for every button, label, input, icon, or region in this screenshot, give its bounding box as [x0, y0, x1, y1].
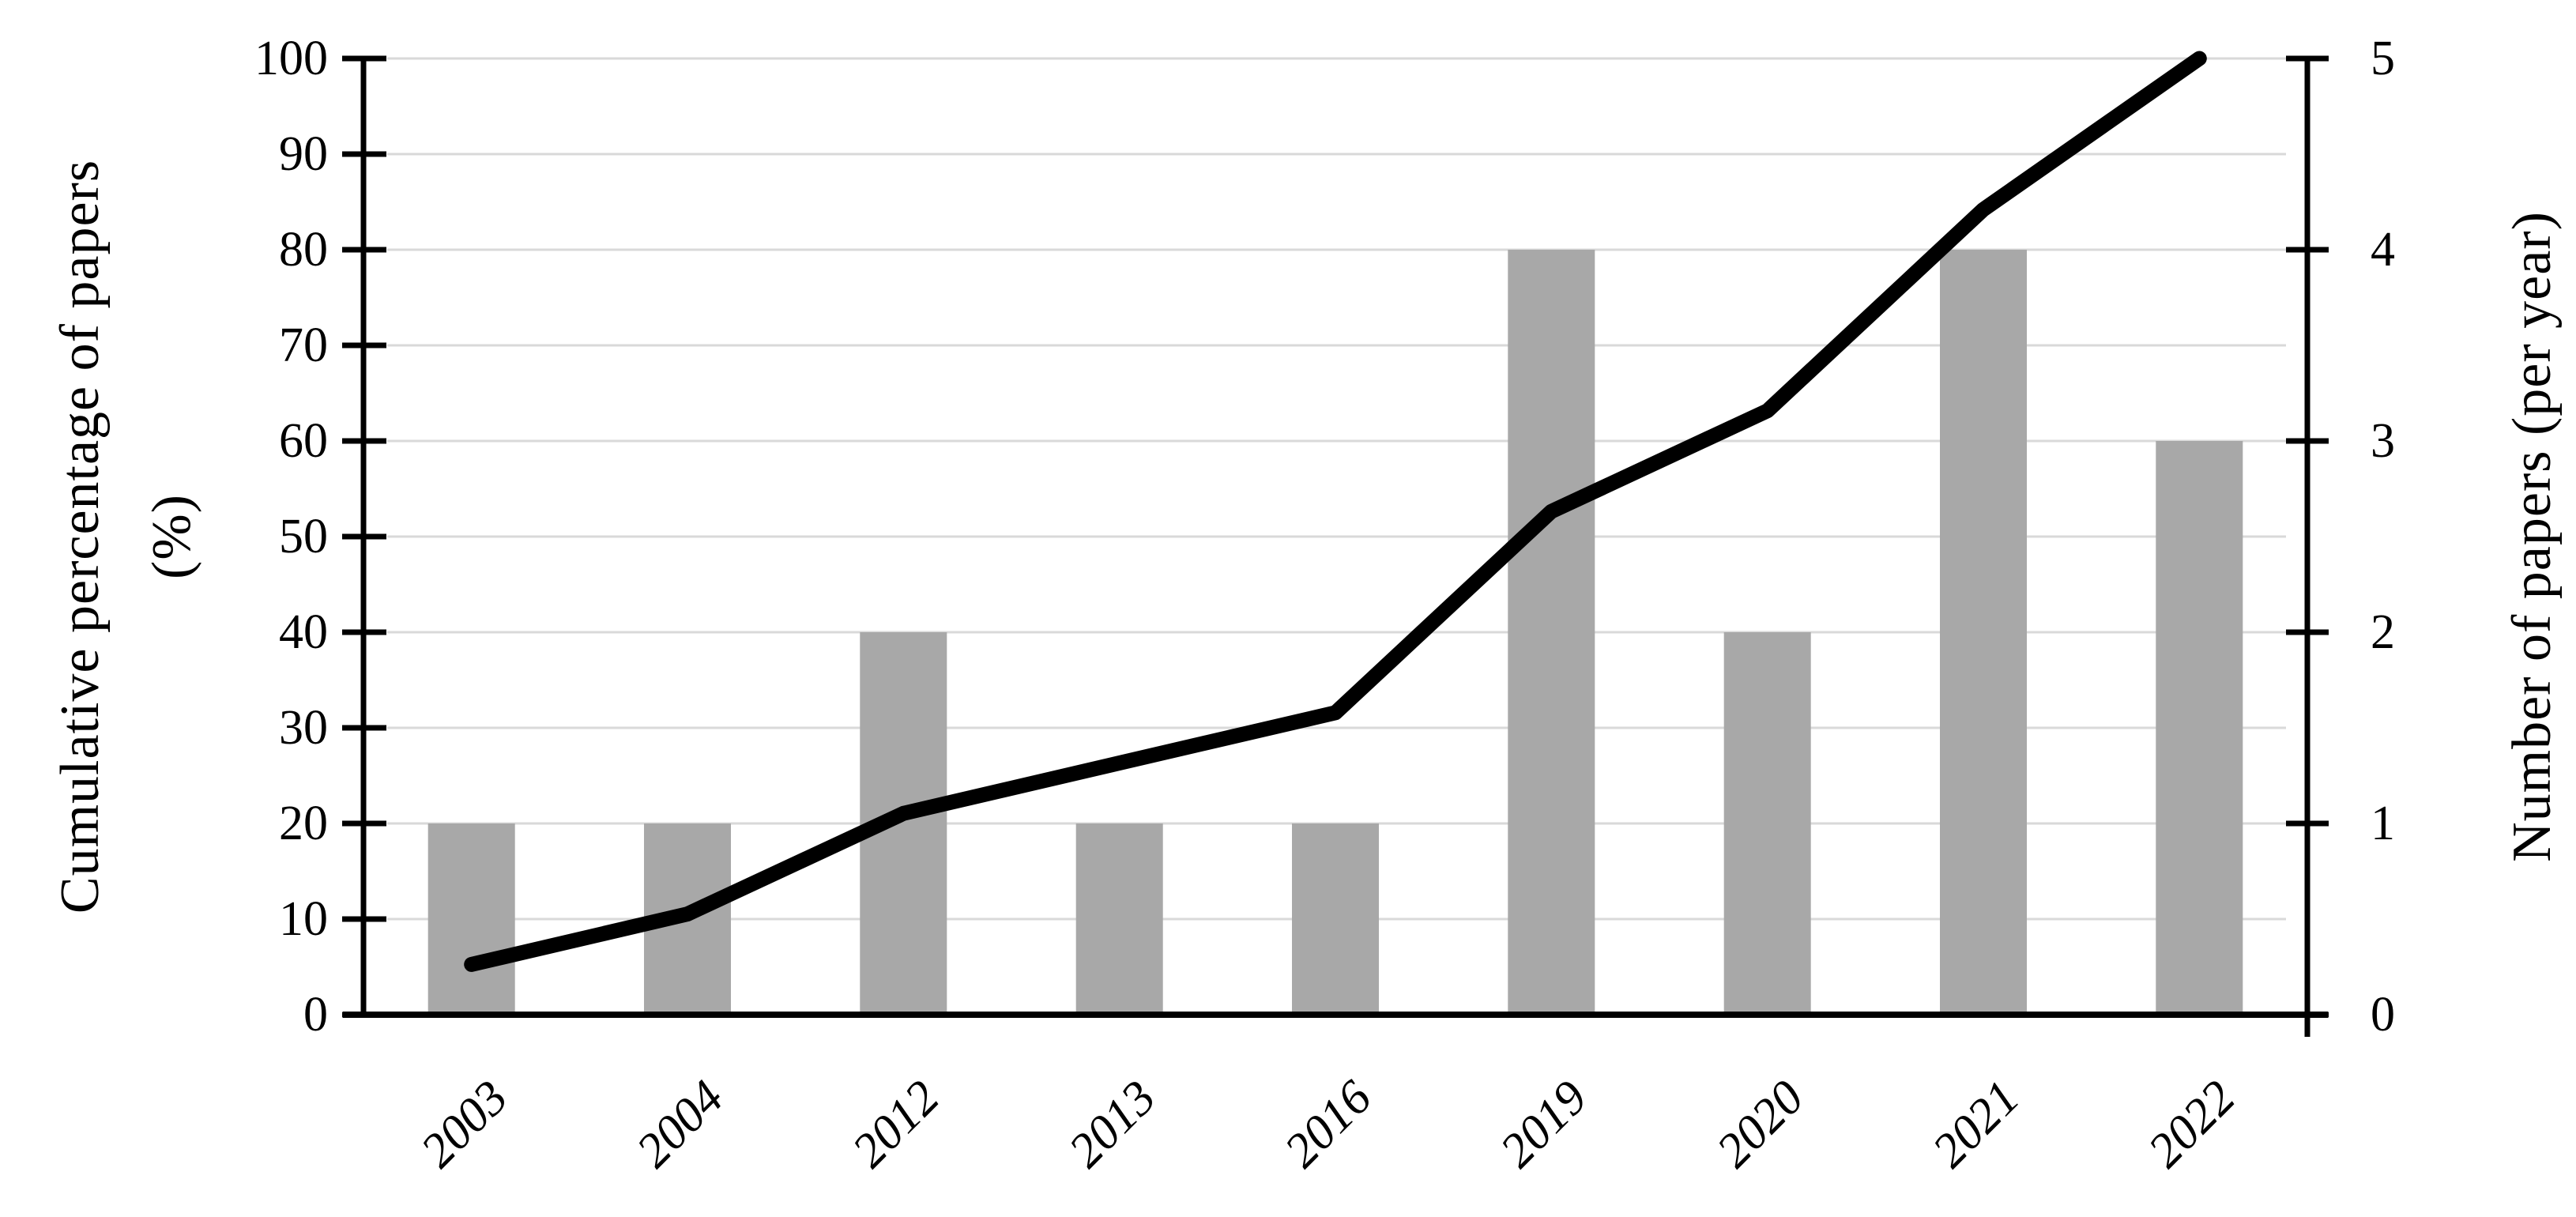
bar-2013	[1075, 823, 1163, 1015]
right-tick-label-3: 3	[2371, 414, 2395, 468]
left-axis-title: Cumulative percentage of papers (%)	[35, 0, 218, 1090]
cumulative-line	[464, 51, 2207, 972]
right-axis-title: Number of papers (per year)	[2502, 211, 2563, 862]
bar-2020	[1723, 632, 1811, 1015]
bar-2021	[1940, 250, 2027, 1015]
right-tick-label-4: 4	[2371, 223, 2395, 277]
axes	[342, 55, 2329, 1037]
right-tick-label-1: 1	[2371, 797, 2395, 850]
left-axis-title-text: Cumulative percentage of papers	[50, 159, 111, 914]
left-tick-label-20: 20	[279, 797, 328, 850]
right-tick-label-0: 0	[2371, 988, 2395, 1042]
bars	[427, 250, 2243, 1015]
bar-2019	[1508, 250, 1595, 1015]
left-tick-label-10: 10	[279, 892, 328, 946]
left-tick-label-0: 0	[303, 988, 328, 1042]
bar-2016	[1292, 823, 1379, 1015]
left-tick-label-60: 60	[279, 414, 328, 468]
left-tick-label-90: 90	[279, 127, 328, 181]
bar-2003	[427, 823, 515, 1015]
left-tick-label-70: 70	[279, 318, 328, 372]
left-tick-label-100: 100	[254, 32, 328, 85]
left-axis-title-unit: (%)	[141, 494, 202, 579]
right-tick-label-2: 2	[2371, 605, 2395, 659]
left-tick-label-40: 40	[279, 605, 328, 659]
left-tick-label-80: 80	[279, 223, 328, 277]
right-tick-label-5: 5	[2371, 32, 2395, 85]
left-tick-label-30: 30	[279, 701, 328, 755]
bar-2022	[2156, 441, 2243, 1015]
left-tick-label-50: 50	[279, 510, 328, 563]
